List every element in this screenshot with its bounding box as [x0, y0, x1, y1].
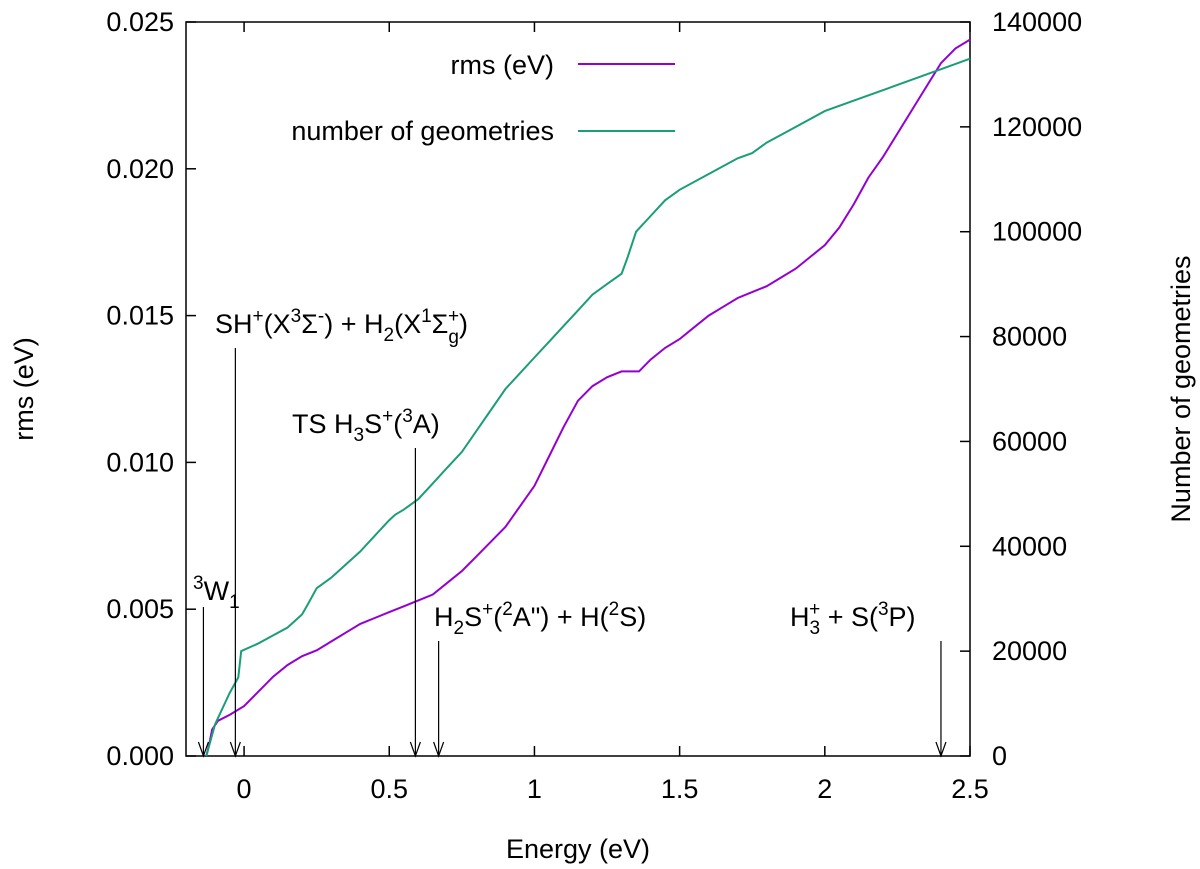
annotation-arrow-head — [197, 741, 209, 758]
x-tick-label: 1.5 — [661, 774, 699, 804]
plot-frame — [185, 21, 971, 757]
y2-axis-title: Number of geometries — [1166, 255, 1196, 522]
annotation-arrow-head — [433, 741, 445, 758]
x-tick-label: 1 — [527, 774, 542, 804]
y-tick-label: 0.020 — [106, 154, 174, 184]
y2-tick-label: 0 — [992, 741, 1007, 771]
series-line-geometries — [205, 57, 971, 757]
x-tick-label: 0 — [237, 774, 252, 804]
y2-tick-label: 120000 — [992, 112, 1082, 142]
y-tick-label: 0.000 — [106, 741, 174, 771]
y2-tick-label: 140000 — [992, 7, 1082, 37]
annotation-arrow-head — [935, 741, 947, 758]
x-axis-ticks: 0 0.5 1 1.5 2 2.5 — [237, 22, 989, 804]
annotation-h3-plus-s: H3+ + S(3P) — [790, 599, 916, 639]
annotation-sh-plus-h2: SH+(X3Σ-) + H2(X1Σg+) — [215, 306, 468, 348]
y-tick-label: 0.010 — [106, 447, 174, 477]
y-tick-label: 0.015 — [106, 301, 174, 331]
x-axis-title: Energy (eV) — [506, 834, 650, 864]
x-tick-label: 2.5 — [951, 774, 989, 804]
annotation-arrow-head — [409, 741, 421, 758]
y2-tick-label: 60000 — [992, 426, 1067, 456]
y-tick-label: 0.025 — [106, 7, 174, 37]
y2-tick-label: 100000 — [992, 217, 1082, 247]
y2-axis-ticks: 0 20000 40000 60000 80000 100000 120000 140000 — [960, 7, 1082, 771]
annotation-arrows — [197, 348, 947, 758]
annotation-arrow-head — [229, 741, 241, 758]
y2-tick-label: 40000 — [992, 531, 1067, 561]
y-tick-label: 0.005 — [106, 594, 174, 624]
x-tick-label: 2 — [817, 774, 832, 804]
legend: rms (eV) number of geometries — [291, 50, 675, 146]
y2-tick-label: 20000 — [992, 636, 1067, 666]
legend-label-rms: rms (eV) — [451, 50, 555, 80]
y-axis-ticks: 0.000 0.005 0.010 0.015 0.020 0.025 — [106, 7, 196, 771]
annotation-ts-h3s: TS H3S+(3A) — [292, 406, 440, 446]
x-tick-label: 0.5 — [370, 774, 408, 804]
series-line-rms — [205, 38, 971, 757]
legend-label-geometries: number of geometries — [291, 116, 554, 146]
annotation-3w1: 3W1 — [193, 573, 240, 613]
y2-tick-label: 80000 — [992, 322, 1067, 352]
y-axis-title: rms (eV) — [9, 337, 39, 441]
annotation-h2s-plus-h: H2S+(2A") + H(2S) — [434, 599, 646, 639]
